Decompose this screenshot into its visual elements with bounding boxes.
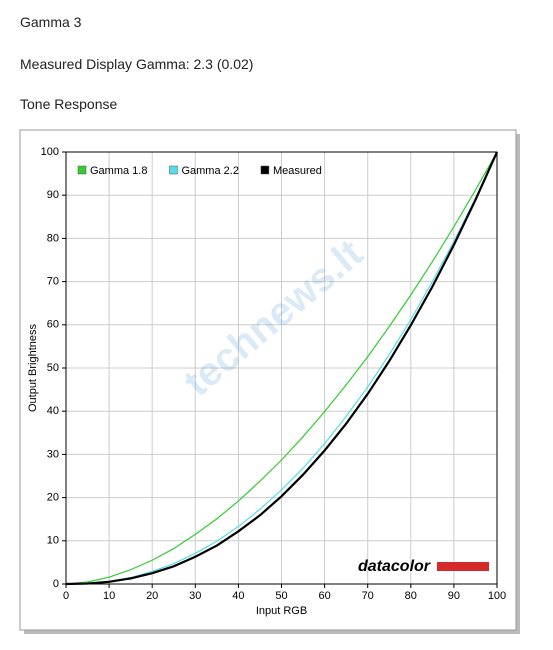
x-tick-label: 90 <box>448 590 460 602</box>
subtitle: Measured Display Gamma: 2.3 (0.02) <box>20 56 254 72</box>
y-tick-label: 20 <box>47 492 59 504</box>
legend-swatch <box>260 165 270 175</box>
line <box>65 151 498 585</box>
legend-label: Gamma 1.8 <box>90 165 147 177</box>
x-tick-label: 60 <box>318 590 330 602</box>
legend-swatch <box>169 165 178 175</box>
plot-border <box>65 151 498 585</box>
x-tick-label: 20 <box>146 590 158 602</box>
logo: datacolor <box>358 558 431 575</box>
y-tick-label: 60 <box>47 319 59 331</box>
section-title: Tone Response <box>20 96 118 112</box>
legend-swatch <box>77 165 87 175</box>
line <box>65 151 498 585</box>
x-tick-label: 70 <box>362 590 374 602</box>
logo-bar <box>437 562 489 571</box>
legend-label: Gamma 2.2 <box>181 165 238 177</box>
x-tick-label: 50 <box>275 590 287 602</box>
y-tick-label: 90 <box>47 189 59 201</box>
y-tick-label: 70 <box>47 276 59 288</box>
x-tick-label: 30 <box>189 590 201 602</box>
line <box>65 151 499 586</box>
x-tick-label: 0 <box>63 590 69 602</box>
y-tick-label: 30 <box>47 448 59 460</box>
x-tick-label: 100 <box>488 590 506 602</box>
y-tick-label: 80 <box>47 232 59 244</box>
page-title: Gamma 3 <box>20 14 82 30</box>
y-tick-label: 100 <box>41 146 59 158</box>
y-tick-label: 50 <box>47 362 59 374</box>
y-axis-label: Output Brightness <box>27 323 39 412</box>
y-tick-label: 10 <box>47 535 59 547</box>
x-tick-label: 40 <box>232 590 244 602</box>
x-tick-label: 10 <box>103 590 115 602</box>
x-axis-label: Input RGB <box>256 605 307 617</box>
y-tick-label: 0 <box>53 578 59 590</box>
x-tick-label: 80 <box>405 590 417 602</box>
legend-label: Measured <box>273 165 322 177</box>
y-tick-label: 40 <box>47 405 59 417</box>
